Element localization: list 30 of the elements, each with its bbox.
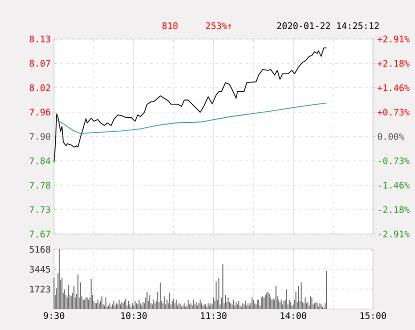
y-tick-label: 8.02	[30, 84, 50, 92]
y2-tick-label: -2.18%	[378, 206, 410, 214]
x-tick-label: 10:30	[121, 312, 147, 320]
y2-tick-label: -0.73%	[378, 157, 410, 164]
y2-tick-label: 0.00%	[378, 133, 404, 140]
text: 2020-01-22 14:25:12	[277, 22, 379, 30]
y2-tick-label: +1.46%	[378, 84, 410, 92]
x-tick-label: 15:00	[360, 312, 386, 320]
y-tick-label: 7.67	[30, 230, 50, 238]
y-tick-label: 3445	[30, 266, 50, 273]
y-tick-label: 7.73	[30, 206, 50, 214]
y2-tick-label: +2.18%	[378, 60, 410, 67]
text: 253%↑	[206, 22, 232, 30]
y-tick-label: 5168	[30, 246, 50, 253]
x-tick-label: 9:30	[44, 312, 64, 320]
y2-tick-label: -2.91%	[378, 230, 410, 238]
x-tick-label: 14:00	[280, 312, 306, 320]
y2-tick-label: -1.46%	[378, 182, 410, 189]
y-tick-label: 1723	[30, 286, 50, 293]
x-tick-label: 11:30	[201, 312, 226, 320]
y-tick-label: 8.13	[30, 36, 50, 42]
y-tick-label: 7.78	[30, 182, 50, 189]
y-tick-label: 7.84	[30, 157, 50, 164]
y2-tick-label: +0.73%	[378, 108, 410, 116]
y-tick-label: 7.96	[30, 108, 50, 116]
y-tick-label: 7.90	[30, 133, 50, 140]
y-tick-label: 8.07	[30, 60, 50, 67]
line-series	[56, 102, 327, 134]
y2-tick-label: +2.91%	[378, 36, 410, 42]
text: 810	[162, 22, 178, 30]
